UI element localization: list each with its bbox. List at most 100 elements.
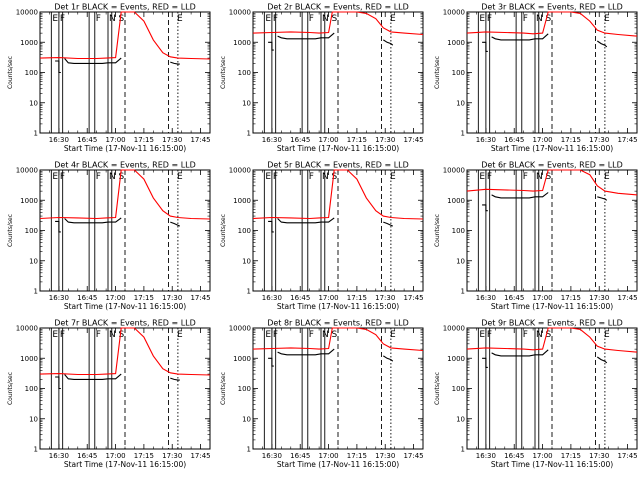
panel-4: Det 4r BLACK = Events, RED = LLD Counts/s… (7, 161, 211, 312)
series-events-line (170, 61, 180, 65)
event-marker-label: N (536, 172, 543, 182)
event-marker-label: E (479, 172, 485, 182)
event-marker-label: F (96, 330, 101, 340)
series-events-line (64, 373, 122, 380)
x-tick-label: 17:15 (347, 294, 367, 302)
series-events-line (491, 349, 549, 357)
x-axis-label: Start Time (17-Nov-11 16:15:00) (64, 460, 186, 469)
x-tick-label: 17:45 (190, 294, 210, 302)
series-events-line (491, 192, 549, 199)
event-marker-label: S (331, 172, 337, 182)
x-tick-label: 16:30 (476, 452, 496, 460)
event-marker-label: N (322, 330, 329, 340)
x-tick-label: 17:30 (375, 452, 395, 460)
chart-title: Det 1r BLACK = Events, RED = LLD (54, 3, 196, 12)
event-marker-label: E (177, 172, 183, 182)
y-tick-label: 1 (34, 288, 38, 296)
chart-title: Det 8r BLACK = Events, RED = LLD (267, 319, 409, 328)
x-tick-label: 17:30 (589, 452, 609, 460)
y-tick-label: 10 (456, 257, 465, 265)
event-marker-label: E (265, 172, 271, 182)
event-marker-label: E (52, 172, 58, 182)
y-tick-label: 10 (456, 99, 465, 107)
x-tick-label: 16:45 (77, 294, 97, 302)
x-tick-label: 16:45 (77, 452, 97, 460)
series-events-line (268, 41, 274, 51)
y-tick-label: 10000 (16, 9, 38, 17)
x-tick-label: 17:45 (617, 452, 637, 460)
panel-6: Det 6r BLACK = Events, RED = LLD Counts/s… (434, 161, 638, 312)
event-marker-label: F (523, 172, 528, 182)
series-events-line (491, 33, 549, 41)
event-marker-label: E (604, 14, 610, 24)
y-tick-label: 1000 (233, 197, 251, 205)
event-marker-label: S (545, 172, 551, 182)
series-events-line (268, 220, 274, 233)
y-tick-label: 1000 (233, 39, 251, 47)
series-events-line (55, 60, 61, 74)
y-tick-label: 1000 (447, 39, 465, 47)
y-axis-label: Counts/sec (220, 56, 227, 89)
series-events-line (64, 217, 122, 224)
series-events-line (597, 196, 608, 201)
series-lld-line (466, 327, 638, 353)
x-tick-label: 17:15 (561, 452, 581, 460)
event-marker-label: F (60, 172, 65, 182)
y-axis-label: Counts/sec (7, 214, 14, 247)
event-marker-label: S (545, 14, 551, 24)
x-tick-label: 17:45 (617, 294, 637, 302)
x-tick-label: 17:00 (532, 452, 552, 460)
panel-5: Det 5r BLACK = Events, RED = LLD Counts/s… (220, 161, 424, 312)
event-marker-label: E (390, 330, 396, 340)
x-tick-label: 16:30 (262, 136, 282, 144)
series-events-line (383, 355, 394, 362)
event-marker-label: F (273, 330, 278, 340)
x-tick-label: 17:45 (403, 294, 423, 302)
series-events-line (277, 217, 335, 224)
series-events-line (482, 41, 488, 52)
event-marker-label: F (96, 14, 101, 24)
x-axis-label: Start Time (17-Nov-11 16:15:00) (277, 460, 399, 469)
x-tick-label: 17:00 (532, 136, 552, 144)
event-marker-label: E (390, 14, 396, 24)
y-tick-label: 1000 (447, 355, 465, 363)
y-tick-label: 10 (29, 99, 38, 107)
event-marker-label: F (96, 172, 101, 182)
y-tick-label: 10000 (443, 325, 465, 333)
y-tick-label: 1 (461, 446, 465, 454)
event-marker-label: S (331, 14, 337, 24)
x-tick-label: 16:45 (290, 294, 310, 302)
x-tick-label: 16:45 (290, 452, 310, 460)
x-tick-label: 17:45 (190, 136, 210, 144)
x-tick-label: 16:30 (49, 136, 69, 144)
chart-title: Det 9r BLACK = Events, RED = LLD (481, 319, 623, 328)
x-tick-label: 16:45 (290, 136, 310, 144)
y-axis-label: Counts/sec (434, 372, 441, 405)
panel-9: Det 9r BLACK = Events, RED = LLD Counts/s… (434, 319, 638, 470)
series-events-line (383, 221, 394, 227)
y-tick-label: 1000 (447, 197, 465, 205)
x-tick-label: 16:45 (504, 136, 524, 144)
event-marker-label: F (523, 14, 528, 24)
event-marker-label: E (265, 14, 271, 24)
y-tick-label: 1 (247, 288, 251, 296)
event-marker-label: E (479, 330, 485, 340)
x-axis-label: Start Time (17-Nov-11 16:15:00) (491, 302, 613, 311)
series-events-line (383, 39, 394, 46)
event-marker-label: F (487, 330, 492, 340)
series-events-line (170, 221, 181, 227)
panel-2: Det 2r BLACK = Events, RED = LLD Counts/s… (220, 3, 424, 154)
x-tick-label: 17:15 (347, 452, 367, 460)
event-marker-label: F (60, 330, 65, 340)
x-tick-label: 17:00 (318, 452, 338, 460)
event-marker-label: E (177, 330, 183, 340)
x-tick-label: 16:30 (262, 452, 282, 460)
y-tick-label: 100 (238, 227, 251, 235)
event-marker-label: N (322, 172, 329, 182)
event-marker-label: F (273, 172, 278, 182)
x-tick-label: 17:30 (162, 294, 182, 302)
event-marker-label: E (479, 14, 485, 24)
y-tick-label: 10 (456, 415, 465, 423)
x-tick-label: 16:30 (476, 294, 496, 302)
